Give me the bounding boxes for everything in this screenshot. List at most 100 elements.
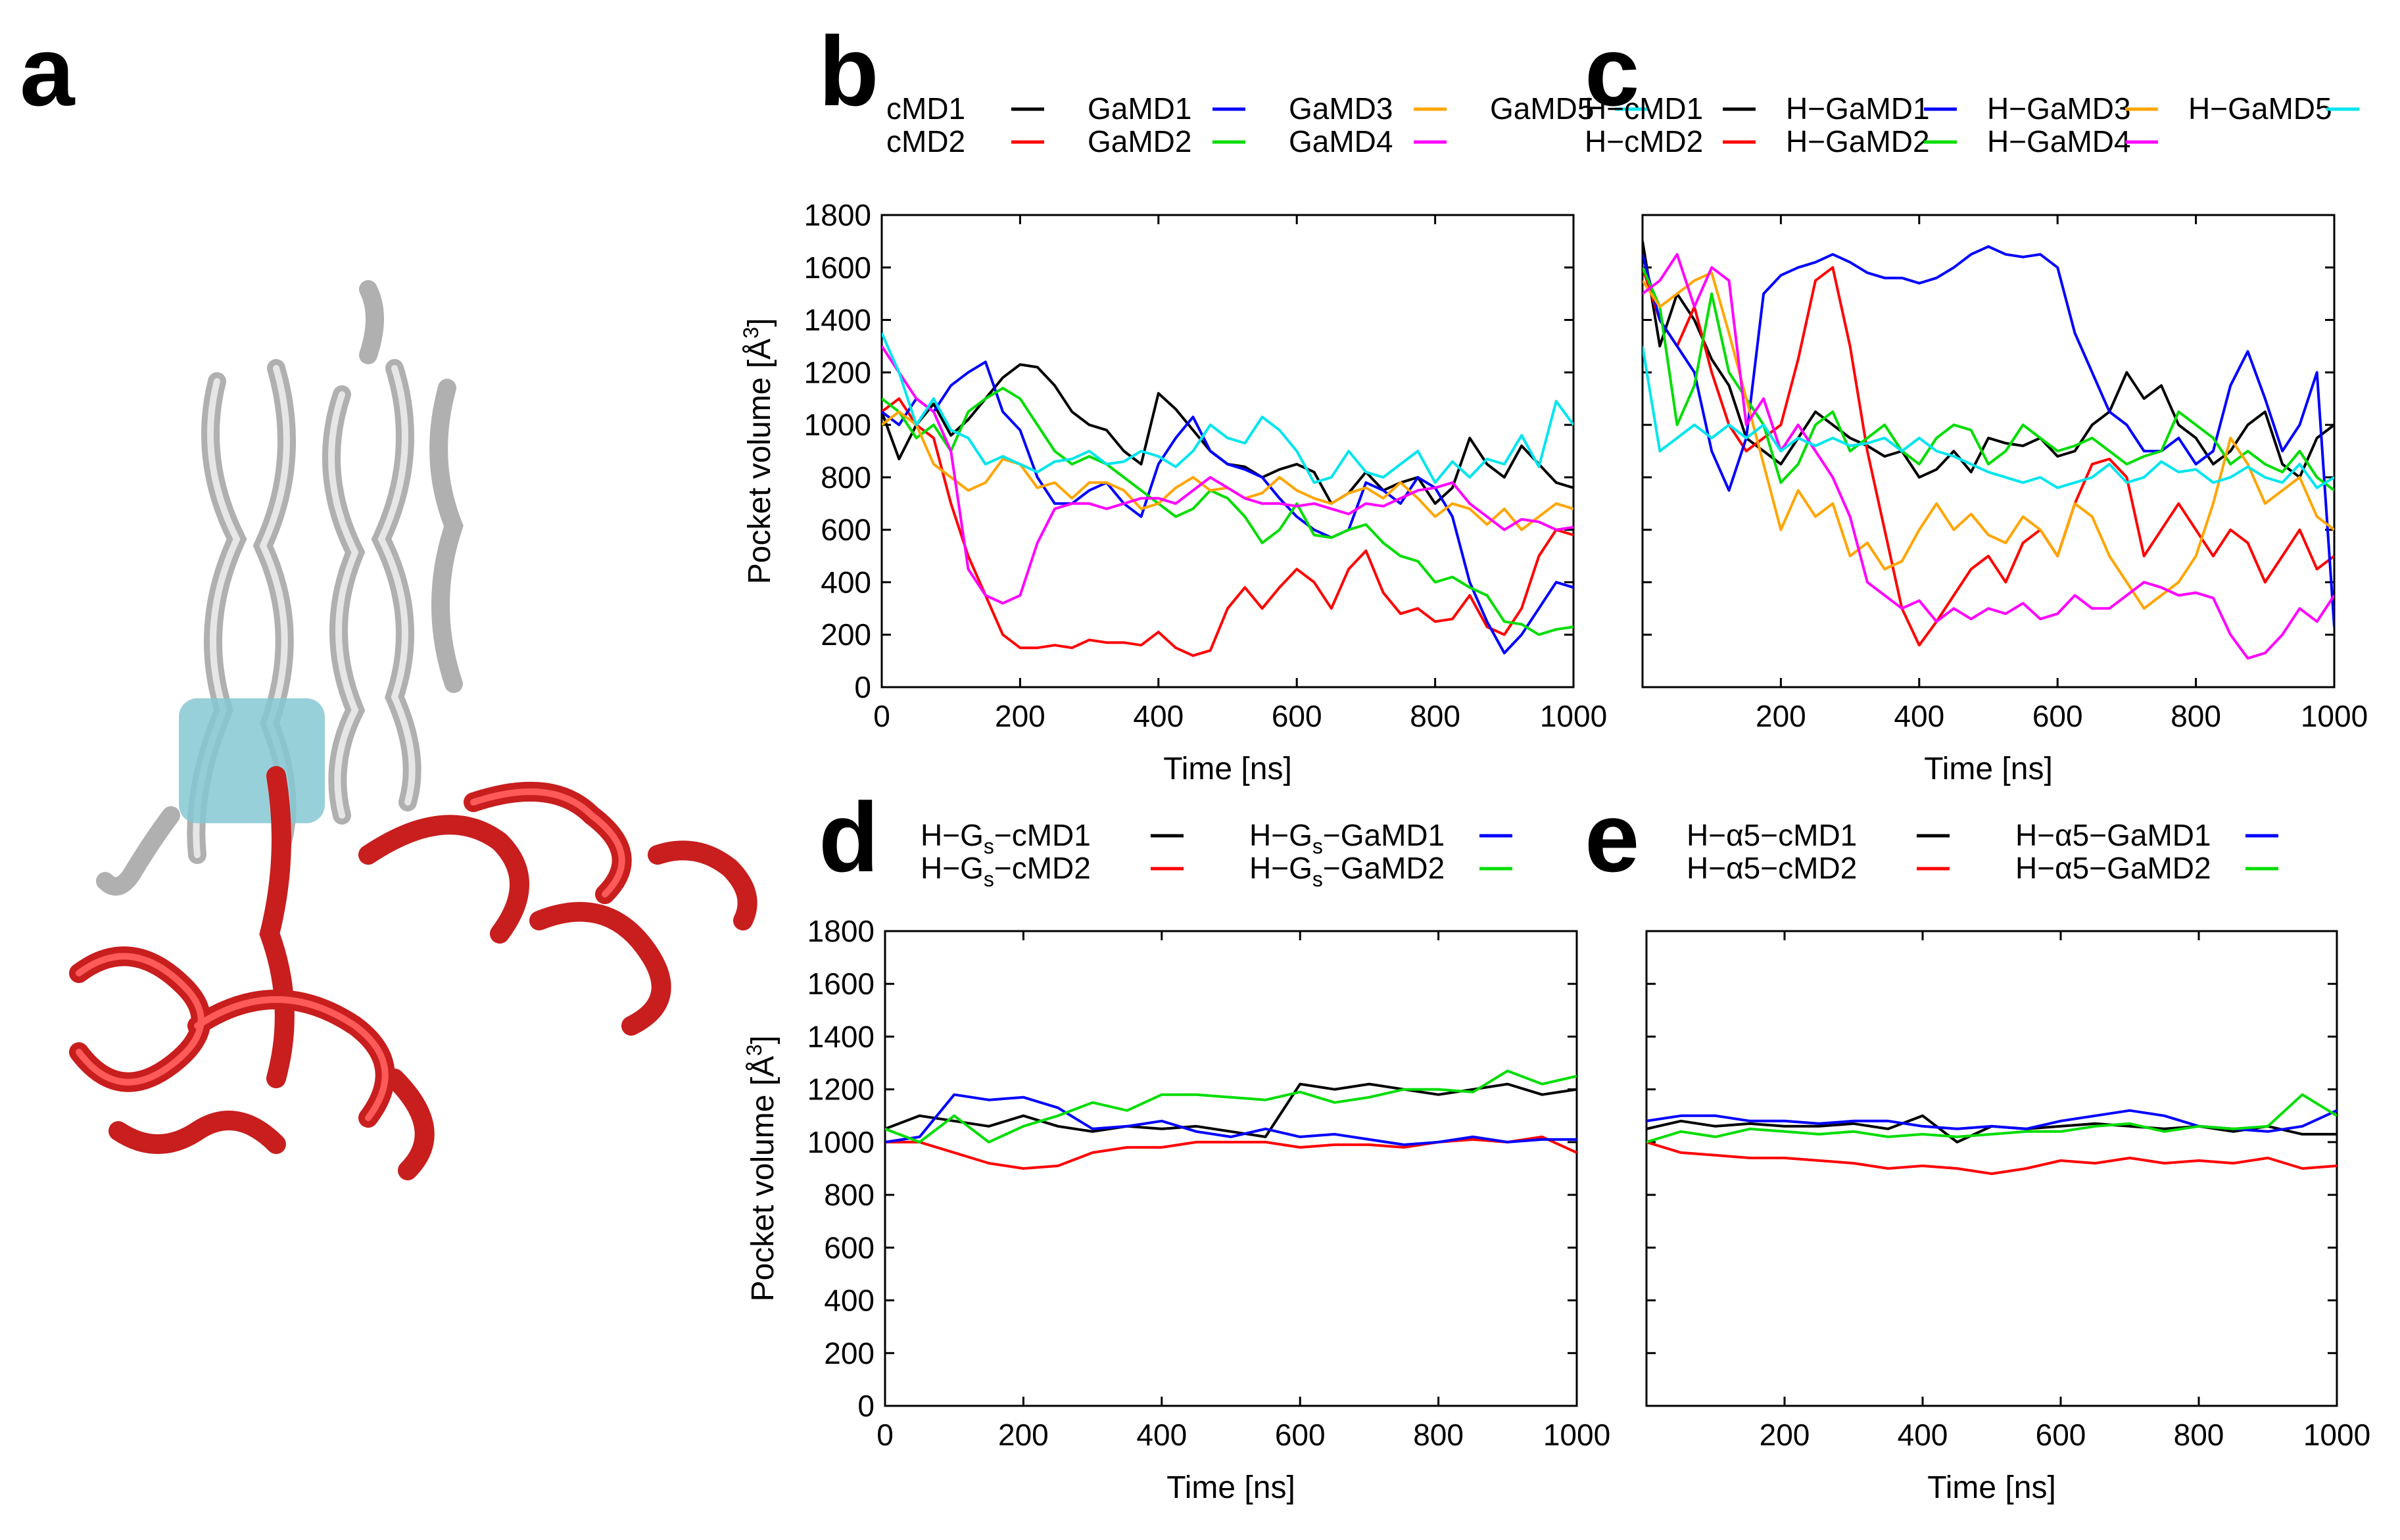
legend-entry: H−Gs−cMD1	[921, 818, 1184, 858]
chart-panel-b: 0 200 400 600 800 1000 0 200 400 600 800 1000 1200 14…	[739, 91, 1648, 786]
legend-entry: H−GaMD1	[1786, 91, 1957, 126]
series-line-h-cmd2	[1643, 266, 2334, 647]
protein-structure-icon	[69, 280, 757, 1180]
y-tick-label: 0	[857, 1389, 875, 1423]
legend-entry: GaMD1	[1088, 91, 1245, 126]
y-tick-label: 1200	[807, 1072, 875, 1107]
series-line-h-gs-gamd2	[885, 1069, 1577, 1143]
x-axis-label: Time [ns]	[1927, 1470, 2056, 1505]
y-tick-label: 1400	[807, 1019, 875, 1053]
legend-label: H−α5−GaMD2	[2015, 851, 2211, 885]
legend-label: GaMD2	[1088, 124, 1191, 158]
legend-label: H−GaMD2	[1786, 124, 1930, 158]
legend-entry: GaMD5	[1490, 91, 1648, 126]
legend-label: H−Gs−GaMD1	[1249, 818, 1445, 858]
x-axis-label: Time [ns]	[1163, 752, 1292, 786]
series-line-h-gs-cmd2	[885, 1135, 1577, 1170]
legend-label: H−GaMD4	[1987, 124, 2131, 158]
y-tick-label: 0	[854, 670, 871, 704]
series-line-gamd4	[882, 345, 1573, 605]
legend-entry: H−α5−cMD1	[1687, 818, 1950, 852]
x-tick-label: 200	[998, 1418, 1049, 1452]
plot-frame	[1645, 930, 2338, 1407]
series-line-gamd1	[882, 360, 1573, 655]
y-axis-label-unit: Å	[742, 339, 777, 360]
series-line-cmd2	[882, 397, 1573, 658]
series-line-h-gamd2	[1643, 266, 2334, 492]
legend-entry: H−cMD1	[1585, 91, 1756, 126]
x-tick-label: 400	[1136, 1418, 1187, 1452]
legend-label: GaMD3	[1289, 91, 1393, 126]
legend-entry: H−α5−GaMD2	[2015, 851, 2278, 885]
legend-entry: H−GaMD3	[1987, 91, 2158, 126]
x-tick-label: 200	[1756, 699, 1806, 733]
y-tick-label: 1000	[807, 1125, 875, 1159]
series-line-gamd5	[882, 332, 1573, 484]
panel-letter-b: b	[819, 16, 879, 126]
y-tick-label: 400	[824, 1284, 875, 1318]
y-axis-label-end: ]	[746, 1036, 780, 1044]
series-line-h-5-cmd2	[1646, 1140, 2337, 1175]
series-line-h-5-gamd2	[1646, 1093, 2337, 1143]
y-tick-label: 200	[821, 617, 871, 652]
legend-label: GaMD5	[1490, 91, 1594, 126]
charts: 0 200 400 600 800 1000 0 200 400 600 800 1000 1200 14…	[739, 91, 2370, 1505]
y-tick-label: 1200	[804, 355, 871, 389]
x-axis-label: Time [ns]	[1166, 1470, 1295, 1505]
y-tick-label: 600	[824, 1230, 875, 1264]
x-tick-label: 600	[1272, 699, 1322, 733]
x-tick-label: 0	[873, 699, 890, 733]
y-tick-label: 800	[824, 1178, 875, 1212]
legend-entry: H−GaMD4	[1987, 124, 2158, 158]
panel-letter-e: e	[1585, 782, 1639, 892]
legend-entry: H−α5−GaMD1	[2015, 818, 2278, 852]
series-line-h-gs-gamd1	[885, 1093, 1577, 1146]
x-tick-label: 0	[876, 1418, 894, 1452]
legend-label: H−GaMD3	[1987, 91, 2131, 126]
y-tick-label: 1600	[807, 967, 875, 1001]
y-axis-label-main: Pocket volume [	[746, 1077, 780, 1301]
legend-entry: H−α5−cMD2	[1687, 851, 1950, 885]
x-tick-label: 1000	[1543, 1418, 1610, 1452]
legend-entry: H−cMD2	[1585, 124, 1756, 158]
x-tick-label: 400	[1133, 699, 1184, 733]
series-line-h-gamd4	[1643, 253, 2334, 660]
y-axis-label-main: Pocket volume [	[742, 360, 777, 584]
x-tick-label: 200	[995, 699, 1045, 733]
legend-entry: GaMD4	[1289, 124, 1447, 158]
legend-entry: cMD1	[886, 91, 1044, 126]
plot-frame	[1641, 214, 2336, 688]
x-tick-label: 200	[1760, 1418, 1810, 1452]
x-tick-label: 800	[1413, 1418, 1464, 1452]
legend-label: H−Gs−cMD1	[921, 818, 1091, 858]
y-tick-label: 1400	[804, 303, 871, 337]
legend-label: H−Gs−GaMD2	[1249, 851, 1445, 891]
y-axis-label-sup: 3	[739, 327, 763, 339]
y-tick-label: 1800	[807, 914, 875, 948]
y-axis-label-end: ]	[742, 318, 777, 327]
y-axis-label-unit: Å	[746, 1056, 780, 1077]
legend-entry: cMD2	[886, 124, 1044, 158]
x-tick-label: 800	[1410, 699, 1460, 733]
legend-label: cMD1	[886, 91, 965, 126]
legend-entry: H−Gs−cMD2	[921, 851, 1184, 891]
legend-entry: H−Gs−GaMD1	[1249, 818, 1512, 858]
legend-label: H−GaMD5	[2188, 91, 2332, 126]
plot-frame	[880, 214, 1575, 688]
legend-entry: H−GaMD5	[2188, 91, 2359, 126]
panel-letter-d: d	[819, 782, 879, 892]
series-line-h-gamd1	[1643, 245, 2334, 627]
y-tick-label: 400	[821, 565, 871, 599]
legend-entry: GaMD3	[1289, 91, 1447, 126]
legend-label: H−α5−cMD2	[1687, 851, 1857, 885]
x-tick-label: 800	[2171, 699, 2221, 733]
chart-panel-e: 200 400 600 800 1000 Time [ns] H−α5−cMD1H−α5−c…	[1645, 818, 2370, 1505]
x-tick-label: 600	[1275, 1418, 1326, 1452]
x-tick-label: 1000	[2301, 699, 2368, 733]
legend-label: H−α5−GaMD1	[2015, 818, 2211, 852]
x-tick-label: 1000	[1540, 699, 1607, 733]
legend-label: H−α5−cMD1	[1687, 818, 1857, 852]
legend-label: GaMD1	[1088, 91, 1191, 126]
